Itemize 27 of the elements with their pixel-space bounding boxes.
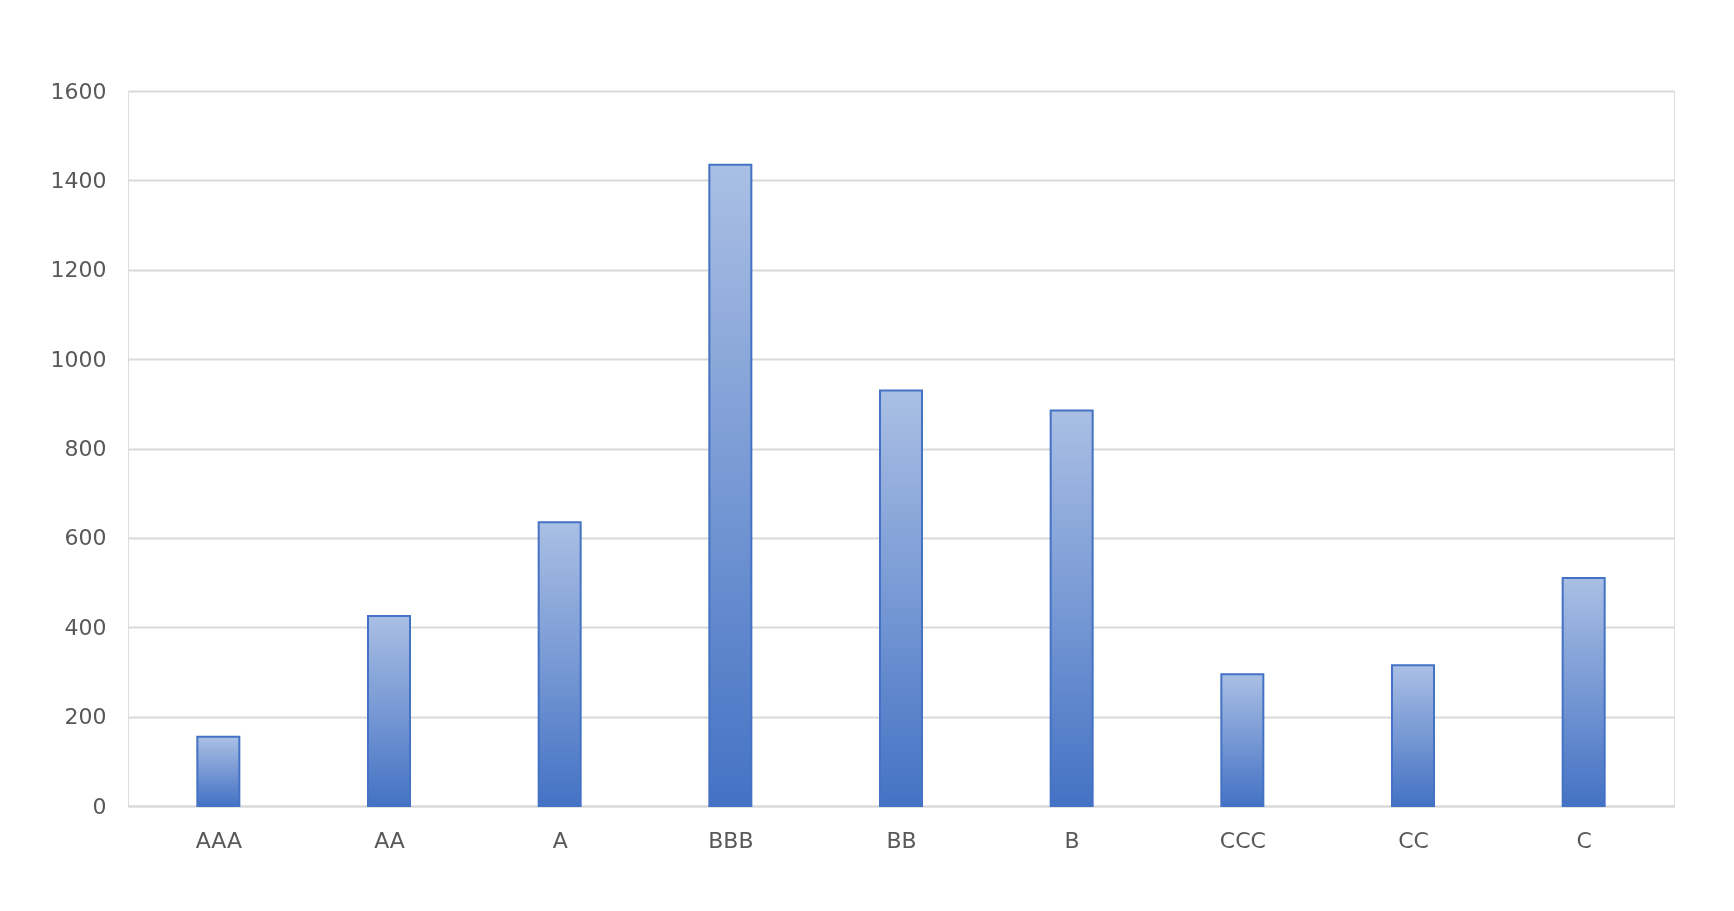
y-tick-label: 1000 [50,346,107,372]
x-tick-label: CC [1398,827,1429,853]
y-tick-label: 1200 [50,257,107,283]
x-tick-label: C [1576,827,1592,853]
y-tick-label: 800 [64,436,107,461]
bar [1561,577,1606,807]
x-tick-label: AAA [195,827,243,853]
x-tick-label: AA [374,827,405,853]
x-tick-label: CCC [1219,827,1266,853]
x-tick-label: A [552,827,568,853]
bar [1391,664,1435,807]
bar [708,163,753,807]
bar [1220,673,1265,807]
bar [537,521,582,807]
bar [879,389,923,807]
y-tick-label: 1600 [50,78,107,104]
x-tick-label: BB [886,827,917,853]
y-tick-label: 400 [64,614,107,640]
bar [367,615,411,807]
y-tick-label: 200 [64,704,107,730]
y-tick-label: 600 [64,525,107,551]
y-tick-label: 0 [92,793,107,819]
bar [196,735,241,807]
x-tick-label: B [1064,827,1080,853]
bar [1049,409,1094,807]
x-tick-label: BBB [708,827,754,853]
y-tick-label: 1400 [50,167,107,193]
